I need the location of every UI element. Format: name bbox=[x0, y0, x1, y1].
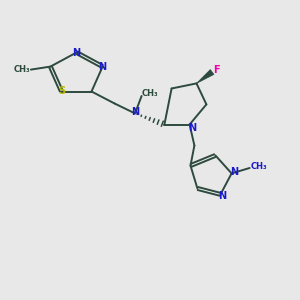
Text: N: N bbox=[218, 191, 226, 201]
Text: N: N bbox=[98, 61, 107, 72]
Text: CH₃: CH₃ bbox=[14, 64, 30, 74]
Text: F: F bbox=[214, 65, 220, 75]
Text: CH₃: CH₃ bbox=[142, 88, 158, 98]
Text: S: S bbox=[58, 86, 65, 97]
Text: N: N bbox=[230, 167, 239, 177]
Text: N: N bbox=[72, 47, 81, 58]
Polygon shape bbox=[196, 70, 214, 83]
Text: N: N bbox=[131, 107, 139, 117]
Text: CH₃: CH₃ bbox=[250, 162, 267, 171]
Text: N: N bbox=[188, 123, 197, 133]
